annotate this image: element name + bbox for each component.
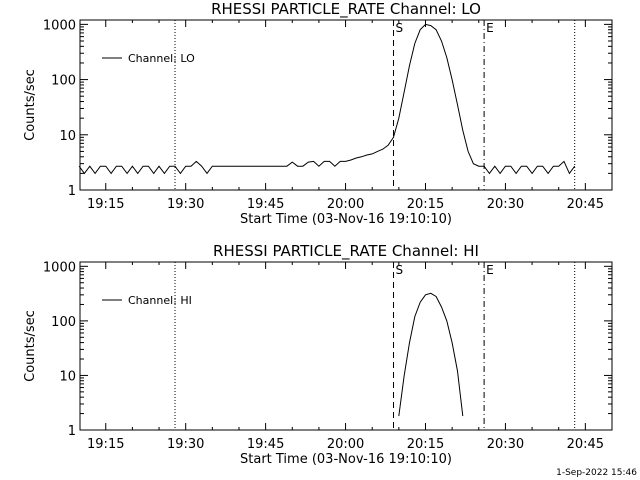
plot-frame — [79, 261, 613, 431]
chart-title: RHESSI PARTICLE_RATE Channel: LO — [211, 0, 481, 19]
x-tick-label: 19:45 — [247, 437, 284, 452]
x-tick-label: 20:45 — [567, 437, 604, 452]
y-tick-label: 100 — [51, 74, 76, 89]
x-tick-label: 19:45 — [247, 197, 284, 212]
y-axis-label: Counts/sec — [23, 310, 38, 382]
chart-title: RHESSI PARTICLE_RATE Channel: HI — [213, 242, 479, 261]
x-tick-label: 20:30 — [487, 197, 524, 212]
x-tick-label: 20:15 — [407, 437, 444, 452]
time-marker-label: E — [486, 21, 494, 35]
legend-label: Channel: HI — [128, 294, 192, 307]
y-tick-label: 10 — [59, 129, 76, 144]
x-tick-label: 20:00 — [327, 437, 364, 452]
series-line — [398, 292, 464, 417]
legend-label: Channel: LO — [128, 52, 195, 65]
y-axis-label: Counts/sec — [23, 69, 38, 141]
plot-frame — [79, 19, 613, 191]
y-tick-label: 10 — [59, 369, 76, 384]
y-tick-label: 1000 — [43, 260, 76, 275]
time-marker-label: E — [486, 263, 494, 277]
x-tick-label: 19:30 — [167, 437, 204, 452]
x-tick-label: 19:15 — [87, 437, 124, 452]
y-tick-label: 1 — [68, 184, 76, 199]
x-tick-label: 20:30 — [487, 437, 524, 452]
x-axis-label: Start Time (03-Nov-16 19:10:10) — [240, 212, 452, 227]
x-tick-label: 19:30 — [167, 197, 204, 212]
x-tick-label: 20:15 — [407, 197, 444, 212]
x-tick-label: 19:15 — [87, 197, 124, 212]
x-tick-label: 20:45 — [567, 197, 604, 212]
x-tick-label: 20:00 — [327, 197, 364, 212]
time-marker-label: S — [396, 263, 404, 277]
y-tick-label: 100 — [51, 315, 76, 330]
panel-lo: RHESSI PARTICLE_RATE Channel: LO 19:15 19:… — [23, 0, 613, 227]
y-tick-label: 1000 — [43, 18, 76, 33]
y-tick-label: 1 — [68, 424, 76, 439]
figure-timestamp: 1-Sep-2022 15:46 — [556, 468, 637, 478]
x-axis-label: Start Time (03-Nov-16 19:10:10) — [240, 452, 452, 467]
time-marker-label: S — [396, 21, 404, 35]
panel-hi: RHESSI PARTICLE_RATE Channel: HI 19:15 19:… — [23, 242, 613, 467]
series-line — [78, 23, 576, 175]
